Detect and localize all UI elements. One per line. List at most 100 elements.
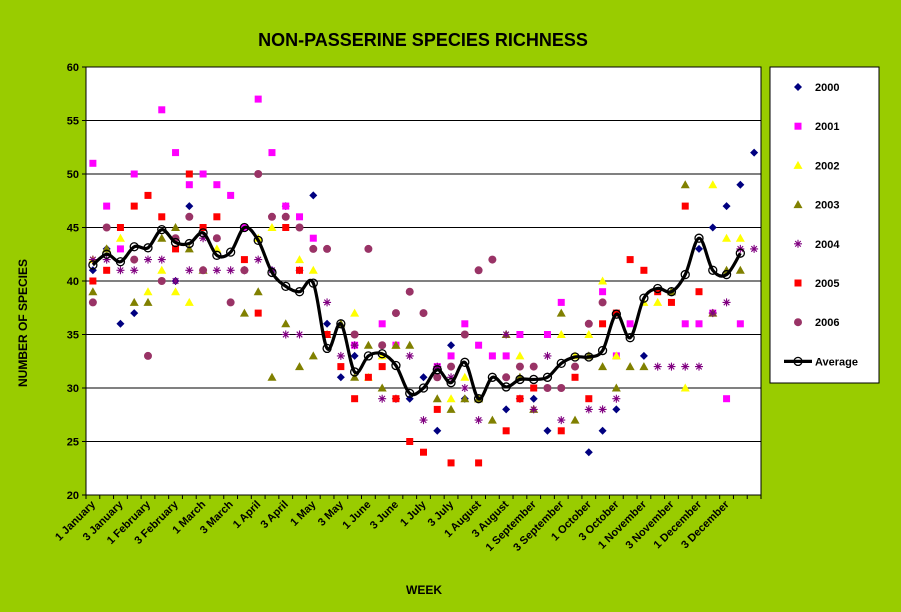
legend-swatch <box>793 160 803 169</box>
point-2000 <box>350 351 359 360</box>
point-2006 <box>281 212 290 221</box>
point-2006 <box>488 255 497 264</box>
point-2005 <box>378 363 386 371</box>
point-2001 <box>296 213 304 221</box>
point-2006 <box>254 170 263 178</box>
point-2001 <box>599 288 607 296</box>
point-average <box>391 360 401 371</box>
point-2006 <box>226 298 235 307</box>
point-2003 <box>295 362 305 371</box>
point-2001 <box>723 395 731 403</box>
y-tick-label: 35 <box>67 330 79 342</box>
point-2004 <box>529 405 538 414</box>
point-2001 <box>695 320 703 328</box>
point-2006 <box>143 351 152 360</box>
point-2000 <box>433 426 442 435</box>
point-2006 <box>502 373 511 382</box>
point-average <box>460 357 470 367</box>
series-average <box>88 222 745 404</box>
point-2004 <box>653 362 662 371</box>
point-2005 <box>654 288 662 296</box>
y-axis-title: NUMBER OF SPECIES <box>16 259 30 387</box>
point-2000 <box>502 405 511 414</box>
legend-item-2001: 2001 <box>794 121 839 133</box>
point-2000 <box>185 202 194 211</box>
y-tick-label: 30 <box>67 383 79 395</box>
point-average <box>102 249 112 259</box>
legend-item-2006: 2006 <box>794 317 839 329</box>
point-2002 <box>446 394 456 403</box>
point-2005 <box>199 224 207 231</box>
point-2000 <box>323 319 332 328</box>
legend-swatch <box>794 122 802 130</box>
point-2005 <box>337 363 345 371</box>
point-average <box>680 269 690 280</box>
point-2000 <box>529 394 538 403</box>
point-average <box>735 248 745 258</box>
point-2006 <box>240 266 249 275</box>
point-2004 <box>88 255 97 264</box>
point-average <box>666 287 677 297</box>
point-2006 <box>88 298 97 307</box>
point-average <box>542 372 553 382</box>
point-2005 <box>406 438 414 445</box>
point-2004 <box>295 330 304 339</box>
point-2001 <box>626 320 634 328</box>
point-2002 <box>267 223 277 231</box>
legend-box <box>769 66 880 384</box>
point-2006 <box>364 244 373 253</box>
point-average <box>694 233 704 243</box>
point-average <box>487 372 498 382</box>
point-2003 <box>239 308 249 317</box>
point-2004 <box>323 298 332 307</box>
point-2006 <box>419 309 428 318</box>
legend-label: 2001 <box>815 121 839 133</box>
point-2000 <box>639 351 648 360</box>
point-average <box>198 228 208 238</box>
x-axis-title: WEEK <box>406 583 442 597</box>
point-2001 <box>681 320 689 328</box>
point-2005 <box>323 331 331 338</box>
point-2005 <box>557 427 565 435</box>
point-2003 <box>143 297 153 306</box>
point-average <box>294 287 305 297</box>
average-line <box>91 225 742 401</box>
point-2003 <box>308 351 318 360</box>
point-2000 <box>543 426 552 435</box>
legend-label: 2005 <box>815 278 839 290</box>
point-average <box>639 293 649 303</box>
point-2002 <box>515 351 525 360</box>
point-2006 <box>102 223 111 232</box>
point-2005 <box>282 224 290 231</box>
point-2005 <box>364 373 372 381</box>
point-2006 <box>391 309 400 318</box>
point-2004 <box>199 234 208 243</box>
point-2003 <box>680 180 690 189</box>
point-2001 <box>309 234 317 242</box>
point-2006 <box>433 373 442 382</box>
y-tick-label: 55 <box>67 116 79 128</box>
legend-item-average: Average <box>784 356 858 368</box>
point-2000 <box>584 448 593 457</box>
point-2005 <box>296 266 304 274</box>
point-2005 <box>571 373 579 381</box>
point-2003 <box>363 340 373 349</box>
point-2001 <box>254 95 262 103</box>
point-2006 <box>543 384 552 392</box>
point-average <box>349 367 360 377</box>
point-2001 <box>199 170 207 178</box>
point-2000 <box>309 191 318 200</box>
point-2006 <box>405 287 414 296</box>
legend: 2000 2001 2002 2003 2004 2005 2006 Average <box>784 82 858 368</box>
point-2005 <box>420 448 427 456</box>
point-2006 <box>571 362 580 371</box>
point-2004 <box>722 298 731 307</box>
point-2006 <box>460 330 469 339</box>
point-2000 <box>116 319 125 328</box>
point-2003 <box>171 223 181 231</box>
point-2004 <box>226 266 235 275</box>
point-average <box>501 382 511 392</box>
point-2003 <box>625 362 635 371</box>
legend-label: 2006 <box>815 317 839 329</box>
point-2003 <box>253 287 263 296</box>
